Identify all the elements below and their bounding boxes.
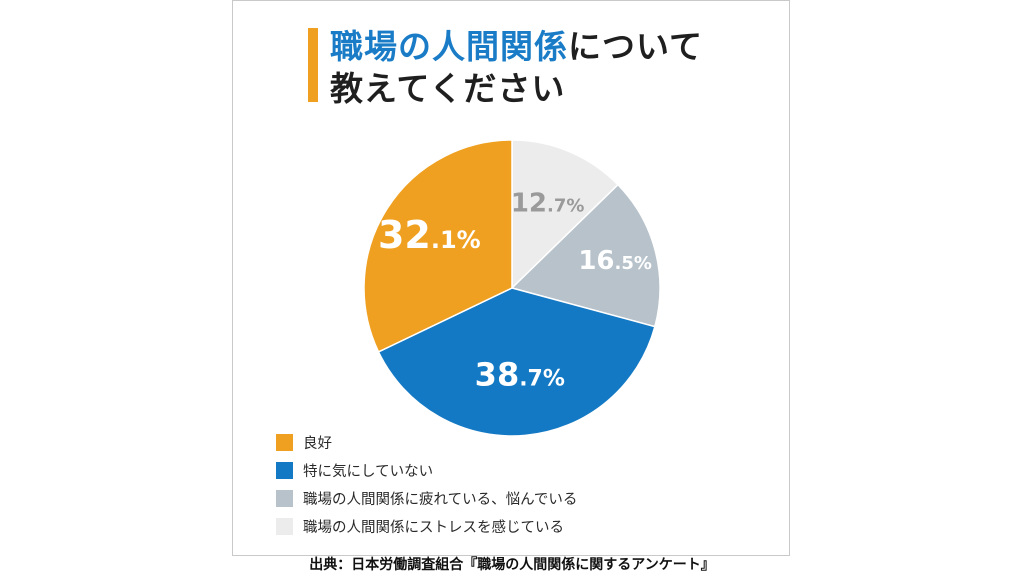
legend-label: 職場の人間関係に疲れている、悩んでいる <box>303 491 578 508</box>
legend-swatch <box>276 517 293 535</box>
legend-swatch <box>276 433 293 451</box>
title-highlight: 職場の人間関係 <box>330 27 568 66</box>
chart-legend: 良好特に気にしていない職場の人間関係に疲れている、悩んでいる 職場の人間関係にスト… <box>276 428 756 540</box>
slice-value-label: 32.1% <box>378 213 481 257</box>
pie-slice <box>377 287 656 437</box>
pie-slice <box>363 139 513 353</box>
legend-swatch <box>276 489 293 507</box>
pie-slice <box>510 183 661 328</box>
legend-label: 特に気にしていない <box>303 463 434 480</box>
legend-swatch <box>276 461 293 479</box>
pie-slice <box>511 139 620 290</box>
chart-title: 職場の人間関係について 教えてください <box>330 26 770 110</box>
legend-item: 職場の人間関係に疲れている、悩んでいる <box>276 484 756 512</box>
slice-value-label: 16.5% <box>578 246 652 276</box>
legend-label: 職場の人間関係にストレスを感じている <box>303 519 564 536</box>
title-line2: 教えてください <box>330 69 566 108</box>
slice-value-label: 12.7% <box>511 188 585 218</box>
source-citation: 出典：日本労働調査組合『職場の人間関係に関するアンケート』 <box>309 557 715 573</box>
legend-item: 特に気にしていない <box>276 456 756 484</box>
legend-item: 職場の人間関係にストレスを感じている <box>276 512 756 540</box>
legend-label: 良好 <box>303 435 332 452</box>
title-rest: について <box>568 27 704 66</box>
title-accent-bar <box>308 28 318 102</box>
legend-item: 良好 <box>276 428 756 456</box>
slice-value-label: 38.7% <box>475 355 565 393</box>
